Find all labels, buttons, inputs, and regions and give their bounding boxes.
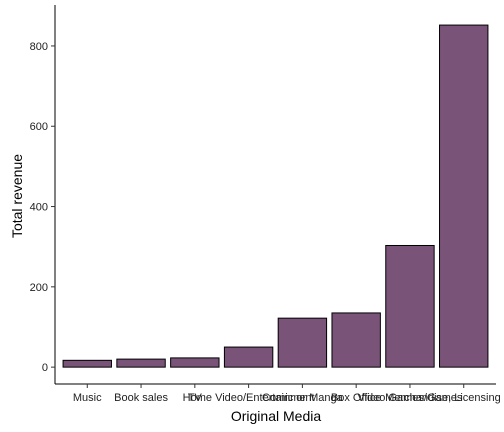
- bar: [170, 357, 220, 368]
- bar: [277, 317, 328, 368]
- bar: [223, 346, 274, 368]
- x-axis-title: Original Media: [231, 408, 321, 424]
- x-tick-label: TV: [188, 392, 203, 404]
- bar: [439, 24, 489, 368]
- bar: [331, 312, 381, 368]
- x-tick-label: Video Games/Games: [357, 392, 462, 404]
- x-tick-label: Comic or Manga: [262, 392, 344, 404]
- x-tick-label: Music: [73, 392, 102, 404]
- x-tick-label: Book sales: [114, 392, 168, 404]
- bar: [116, 358, 166, 368]
- x-tick-label: Merchandise, Licensing & Retail: [385, 392, 504, 404]
- bar: [385, 244, 435, 368]
- y-axis-title: Total revenue: [9, 154, 25, 238]
- y-tick-label: 400: [30, 202, 48, 214]
- y-tick-label: 0: [42, 362, 48, 374]
- y-tick-label: 800: [30, 41, 48, 53]
- bar: [62, 359, 112, 368]
- y-tick-label: 600: [30, 121, 48, 133]
- x-tick-label: Home Video/Entertainment: [183, 392, 315, 404]
- x-tick-label: Box Office: [331, 392, 382, 404]
- y-tick-label: 200: [30, 282, 48, 294]
